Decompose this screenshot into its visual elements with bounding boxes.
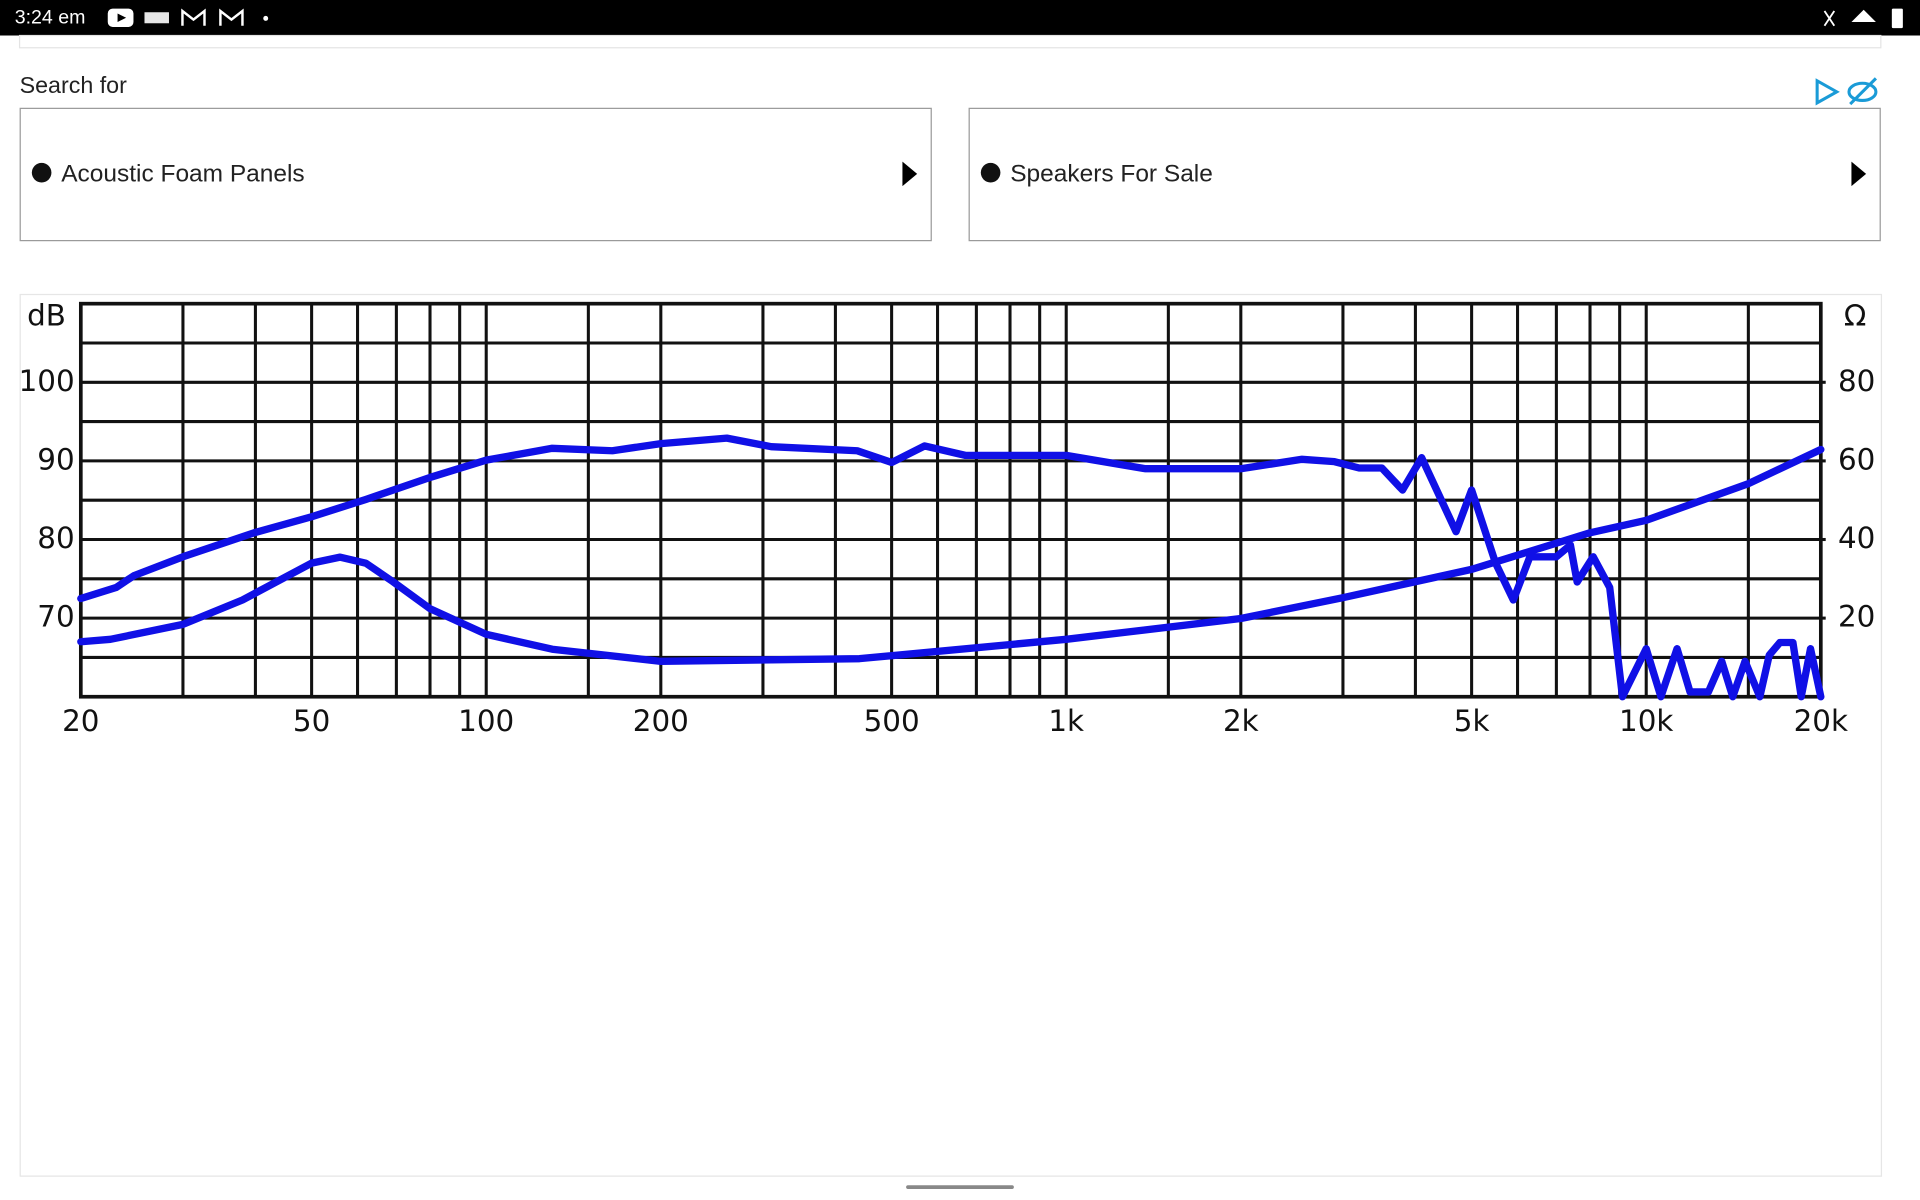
y2-tick-label: 20: [1838, 600, 1875, 634]
y2-tick-label: 60: [1838, 442, 1875, 476]
y-tick-label: 100: [19, 364, 75, 398]
y2-axis-label: Ω: [1844, 299, 1866, 333]
x-tick-label: 5k: [1454, 704, 1490, 738]
status-icons: [107, 8, 1903, 29]
previous-card: [18, 34, 1882, 49]
y2-tick-label: 40: [1838, 521, 1875, 555]
data-line: [77, 445, 1825, 666]
x-tick-label: 20k: [1794, 704, 1848, 738]
ad-button[interactable]: Acoustic Foam Panels: [19, 107, 932, 242]
x-tick-label: 2k: [1223, 704, 1259, 738]
chart-card: [19, 293, 1883, 1177]
nav-handle[interactable]: [906, 1185, 1014, 1189]
x-tick-label: 100: [458, 704, 514, 738]
y-tick-label: 90: [37, 442, 74, 476]
x-tick-label: 200: [633, 704, 689, 738]
x-tick-label: 10k: [1619, 704, 1673, 738]
search-label: Search for: [20, 72, 128, 98]
status-time: 3:24 em: [15, 7, 86, 29]
ad-label[interactable]: Speakers For Sale: [1010, 161, 1213, 188]
y2-tick-label: 80: [1838, 364, 1875, 398]
plot: 20 50 100 200 500 1k 2k 5k 10k 20k 70 80 90 100 20 40 60…: [19, 301, 1875, 738]
x-tick-label: 20: [62, 704, 99, 738]
y-tick-label: 80: [37, 521, 74, 555]
ad-label[interactable]: Acoustic Foam Panels: [61, 161, 304, 188]
status-bar: [0, 0, 1920, 36]
ad-button[interactable]: Speakers For Sale: [968, 107, 1881, 242]
y-tick-label: 70: [37, 600, 74, 634]
y-axis-label: dB: [27, 299, 66, 333]
x-tick-label: 1k: [1048, 704, 1084, 738]
data-line: [77, 434, 1825, 701]
x-tick-label: 500: [864, 704, 920, 738]
x-tick-label: 50: [293, 704, 330, 738]
adchoices-icon[interactable]: [1815, 77, 1878, 106]
plot-frame: [78, 301, 1823, 699]
